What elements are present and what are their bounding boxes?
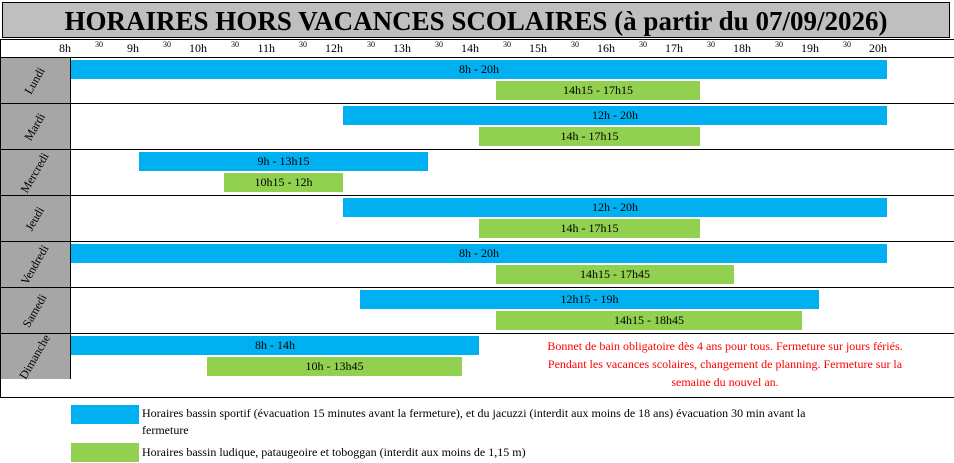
half-hour-mark: 30 <box>367 40 375 49</box>
sport-pool-bar: 9h - 13h15 <box>139 152 428 171</box>
day-label: Mercredi <box>17 149 52 195</box>
day-label: Mardi <box>21 110 48 143</box>
day-separator-line <box>0 287 954 288</box>
note-line-1: Bonnet de bain obligatoire dès 4 ans pou… <box>547 339 903 353</box>
day-separator-line <box>0 149 954 150</box>
legend-green-text: Horaires bassin ludique, pataugeoire et … <box>142 445 526 459</box>
leisure-pool-bar: 14h - 17h15 <box>479 127 700 146</box>
sport-pool-bar: 8h - 20h <box>71 60 887 79</box>
day-cell-mardi: Mardi <box>0 104 71 149</box>
day-cell-jeudi: Jeudi <box>0 196 71 241</box>
sport-pool-bar: 12h - 20h <box>343 198 887 217</box>
sport-pool-bar: 12h15 - 19h <box>360 290 819 309</box>
grid-left-line <box>0 39 1 398</box>
half-hour-mark: 30 <box>639 40 647 49</box>
half-hour-mark: 30 <box>571 40 579 49</box>
half-hour-mark: 30 <box>843 40 851 49</box>
sport-pool-bar: 8h - 14h <box>71 336 479 355</box>
hour-label-12h: 12h <box>325 41 343 55</box>
day-label: Lundi <box>21 64 48 97</box>
day-label: Vendredi <box>17 241 52 287</box>
day-cell-vendredi: Vendredi <box>0 242 71 287</box>
hour-label-15h: 15h <box>529 41 547 55</box>
leisure-pool-bar: 14h15 - 17h45 <box>496 265 734 284</box>
leisure-pool-bar: 14h15 - 18h45 <box>496 311 802 330</box>
legend-blue-swatch <box>71 405 139 424</box>
day-label: Dimanche <box>16 331 53 382</box>
leisure-pool-bar: 10h15 - 12h <box>224 173 343 192</box>
hour-label-17h: 17h <box>665 41 683 55</box>
half-hour-mark: 30 <box>435 40 443 49</box>
grid-top-line <box>0 39 954 40</box>
day-separator-line <box>0 195 954 196</box>
hour-label-14h: 14h <box>461 41 479 55</box>
half-hour-mark: 30 <box>707 40 715 49</box>
day-cell-mercredi: Mercredi <box>0 150 71 195</box>
half-hour-mark: 30 <box>503 40 511 49</box>
day-separator-line <box>0 103 954 104</box>
half-hour-mark: 30 <box>231 40 239 49</box>
hour-label-11h: 11h <box>257 41 275 55</box>
leisure-pool-bar: 14h15 - 17h15 <box>496 81 700 100</box>
sport-pool-bar: 12h - 20h <box>343 106 887 125</box>
hour-label-9h: 9h <box>127 41 139 55</box>
hour-label-8h: 8h <box>59 41 71 55</box>
sport-pool-bar: 8h - 20h <box>71 244 887 263</box>
day-label: Samedi <box>19 291 50 330</box>
legend-blue-text: Horaires bassin sportif (évacuation 15 m… <box>142 405 805 439</box>
hour-label-16h: 16h <box>597 41 615 55</box>
legend-green-swatch <box>71 443 139 462</box>
half-hour-mark: 30 <box>775 40 783 49</box>
day-label: Jeudi <box>22 203 47 233</box>
day-separator-line <box>0 241 954 242</box>
leisure-pool-bar: 14h - 17h15 <box>479 219 700 238</box>
day-cell-dimanche: Dimanche <box>0 331 71 382</box>
hour-label-18h: 18h <box>733 41 751 55</box>
info-note: Bonnet de bain obligatoire dès 4 ans pou… <box>505 337 945 391</box>
page-title: HORAIRES HORS VACANCES SCOLAIRES (à part… <box>2 2 950 38</box>
legend-blue-line-2: fermeture <box>142 423 189 437</box>
note-line-2: Pendant les vacances scolaires, changeme… <box>547 357 903 371</box>
day-separator-line <box>0 333 954 334</box>
hour-scale: 8h 30 9h 30 10h 30 11h 30 12h 30 13h 30 14h 30 15h 30 16… <box>0 40 954 57</box>
day-cell-lundi: Lundi <box>0 58 71 103</box>
day-cell-samedi: Samedi <box>0 288 71 333</box>
hour-label-20h: 20h <box>869 41 887 55</box>
half-hour-mark: 30 <box>163 40 171 49</box>
grid-bottom-line <box>0 397 954 398</box>
note-line-3: semaine du nouvel an. <box>671 375 779 389</box>
half-hour-mark: 30 <box>95 40 103 49</box>
legend-blue-line-1: Horaires bassin sportif (évacuation 15 m… <box>142 406 806 420</box>
hour-label-19h: 19h <box>801 41 819 55</box>
leisure-pool-bar: 10h - 13h45 <box>207 357 462 376</box>
hour-label-13h: 13h <box>393 41 411 55</box>
half-hour-mark: 30 <box>299 40 307 49</box>
header-bottom-line <box>0 57 954 58</box>
hour-label-10h: 10h <box>189 41 207 55</box>
